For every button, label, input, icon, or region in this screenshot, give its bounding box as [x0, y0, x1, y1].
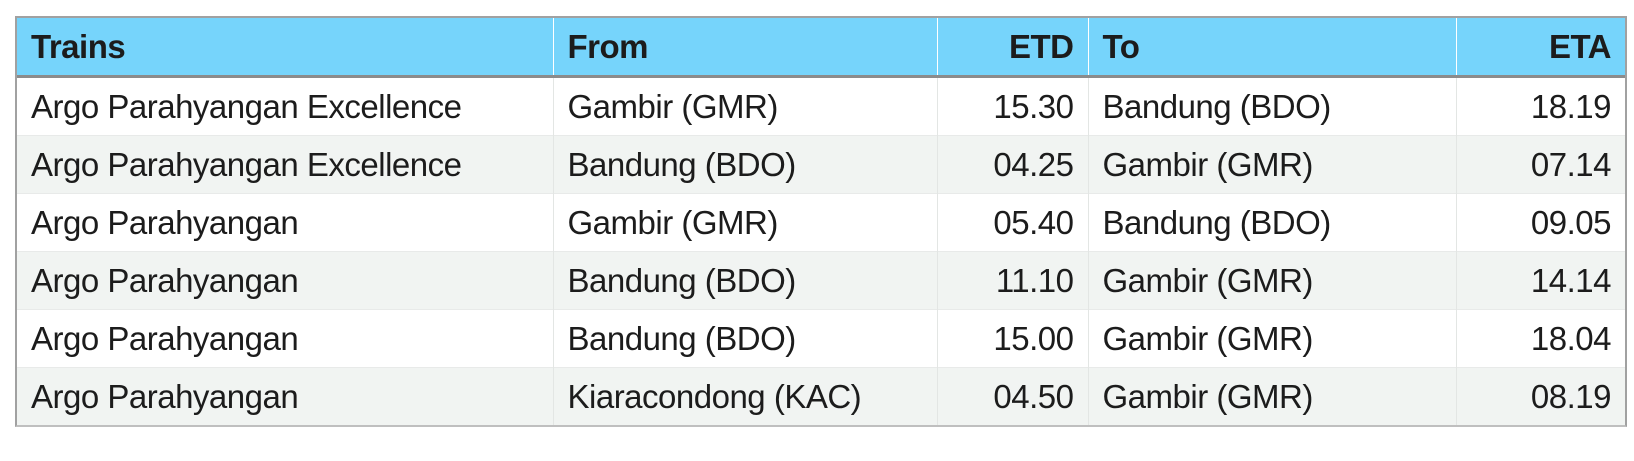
cell-eta: 07.14	[1455, 135, 1625, 194]
cell-eta: 18.04	[1455, 309, 1625, 368]
cell-train: Argo Parahyangan	[17, 309, 553, 368]
header-to: To	[1087, 18, 1456, 78]
cell-to: Gambir (GMR)	[1087, 251, 1456, 310]
schedule-table-body: Argo Parahyangan Excellence Gambir (GMR)…	[17, 76, 1625, 425]
train-schedule-table: Trains From ETD To ETA Argo Parahyangan …	[17, 18, 1625, 425]
cell-etd: 11.10	[936, 251, 1088, 310]
header-etd: ETD	[936, 18, 1088, 78]
cell-from: Bandung (BDO)	[552, 135, 937, 194]
table-header: Trains From ETD To ETA	[17, 18, 1625, 78]
cell-etd: 15.00	[936, 309, 1088, 368]
header-trains: Trains	[17, 18, 553, 78]
cell-from: Gambir (GMR)	[552, 193, 937, 252]
table-row: Argo Parahyangan Excellence Gambir (GMR)…	[17, 76, 1625, 136]
cell-eta: 14.14	[1455, 251, 1625, 310]
cell-train: Argo Parahyangan	[17, 251, 553, 310]
cell-train: Argo Parahyangan Excellence	[17, 135, 553, 194]
cell-to: Bandung (BDO)	[1087, 193, 1456, 252]
cell-train: Argo Parahyangan	[17, 193, 553, 252]
header-row: Trains From ETD To ETA	[17, 18, 1625, 78]
header-eta: ETA	[1455, 18, 1625, 78]
cell-train: Argo Parahyangan Excellence	[17, 76, 553, 136]
cell-to: Bandung (BDO)	[1087, 76, 1456, 136]
train-schedule-table-frame: Trains From ETD To ETA Argo Parahyangan …	[15, 16, 1627, 427]
cell-etd: 04.25	[936, 135, 1088, 194]
table-row: Argo Parahyangan Kiaracondong (KAC) 04.5…	[17, 367, 1625, 425]
cell-from: Gambir (GMR)	[552, 76, 937, 136]
cell-etd: 15.30	[936, 76, 1088, 136]
cell-etd: 05.40	[936, 193, 1088, 252]
table-row: Argo Parahyangan Gambir (GMR) 05.40 Band…	[17, 193, 1625, 252]
cell-to: Gambir (GMR)	[1087, 367, 1456, 425]
cell-from: Kiaracondong (KAC)	[552, 367, 937, 425]
table-row: Argo Parahyangan Bandung (BDO) 11.10 Gam…	[17, 251, 1625, 310]
cell-to: Gambir (GMR)	[1087, 135, 1456, 194]
table-row: Argo Parahyangan Excellence Bandung (BDO…	[17, 135, 1625, 194]
cell-etd: 04.50	[936, 367, 1088, 425]
table-row: Argo Parahyangan Bandung (BDO) 15.00 Gam…	[17, 309, 1625, 368]
cell-eta: 08.19	[1455, 367, 1625, 425]
header-from: From	[552, 18, 937, 78]
cell-eta: 18.19	[1455, 76, 1625, 136]
cell-from: Bandung (BDO)	[552, 309, 937, 368]
cell-to: Gambir (GMR)	[1087, 309, 1456, 368]
cell-from: Bandung (BDO)	[552, 251, 937, 310]
cell-train: Argo Parahyangan	[17, 367, 553, 425]
cell-eta: 09.05	[1455, 193, 1625, 252]
